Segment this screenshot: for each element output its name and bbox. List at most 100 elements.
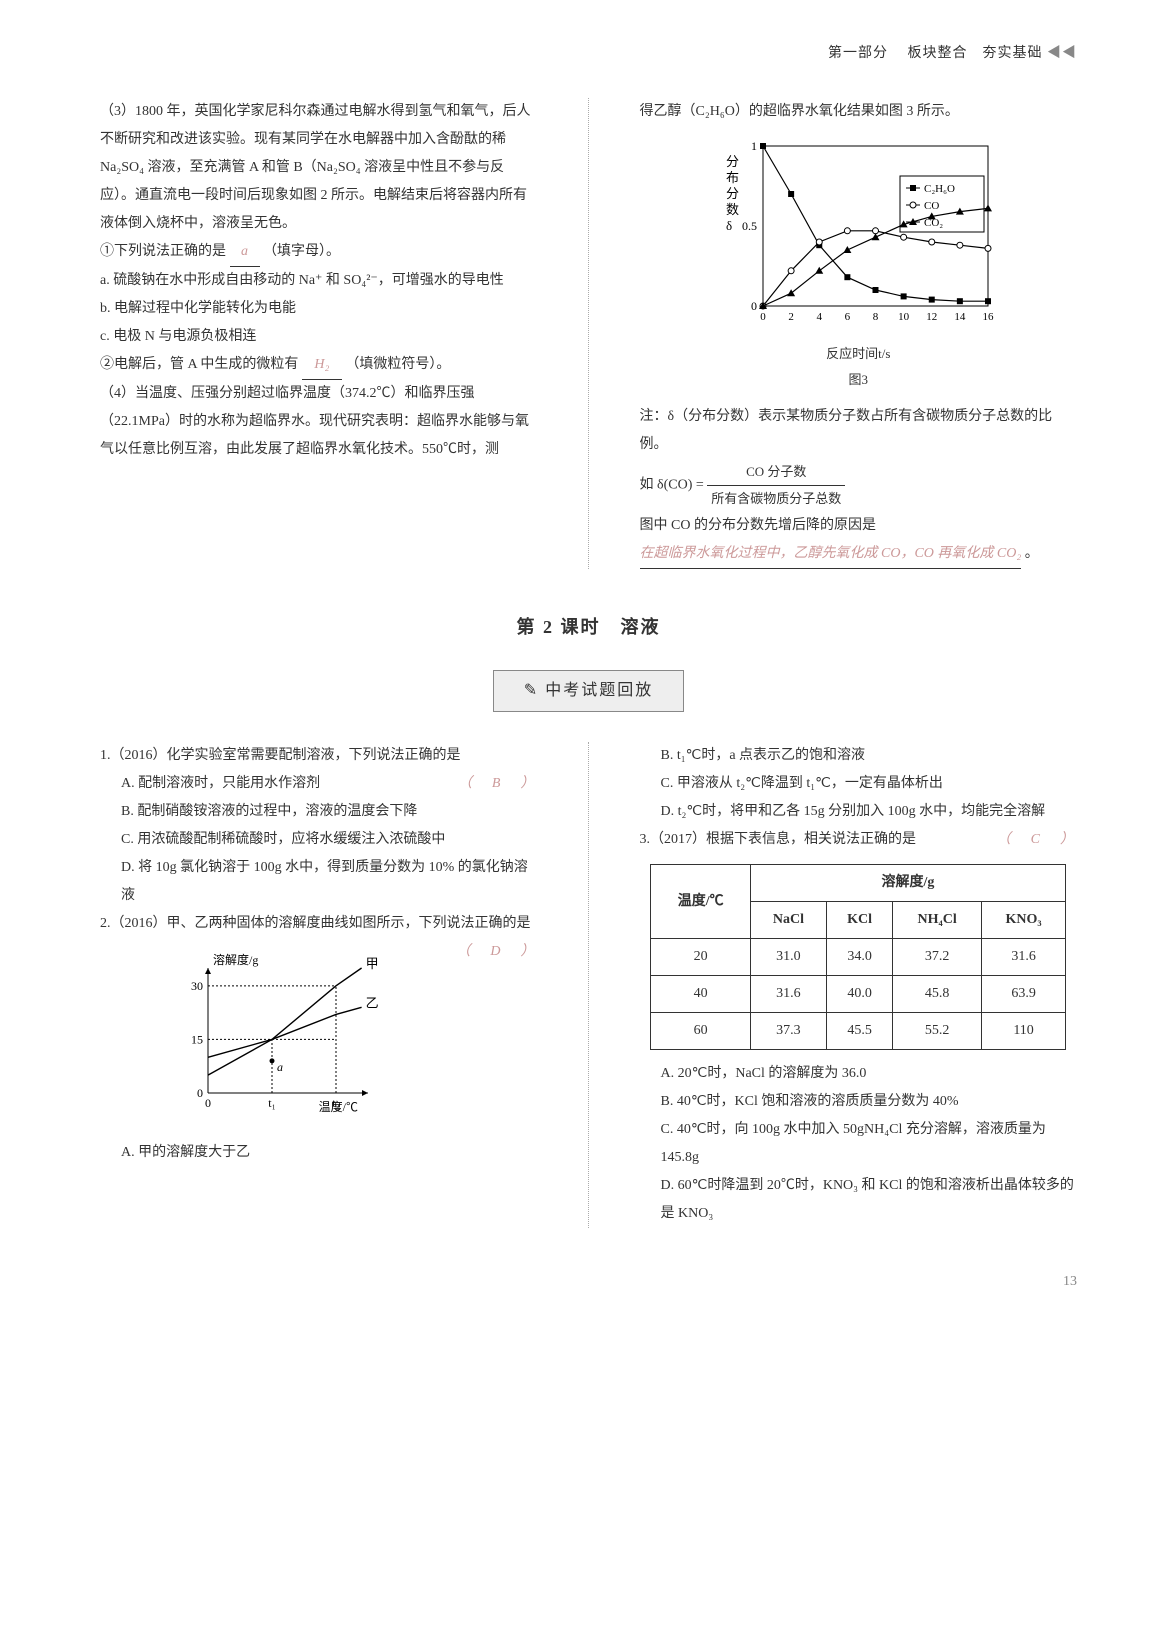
frac-lead: 如 δ(CO) =: [640, 478, 708, 493]
frac-top: CO 分子数: [707, 459, 845, 486]
page-number: 13: [100, 1268, 1077, 1296]
svg-text:t₁: t₁: [268, 1096, 276, 1110]
top-right-col: 得乙醇（C₂H₆O）的超临界水氧化结果如图 3 所示。 分布分数δ00.5102…: [640, 98, 1078, 569]
q1-d: D. 将 10g 氯化钠溶于 100g 水中，得到质量分数为 10% 的氯化钠溶…: [100, 854, 538, 910]
table-row: 2031.034.037.231.6: [651, 939, 1066, 976]
cell-temp: 60: [651, 1013, 750, 1050]
p3-q1-tail: （填字母）。: [263, 244, 340, 259]
svg-text:16: 16: [983, 311, 995, 323]
svg-text:a: a: [277, 1060, 283, 1074]
q2-ans: （ D ）: [456, 938, 537, 966]
table-row: 6037.345.555.2110: [651, 1013, 1066, 1050]
cell-value: 37.3: [750, 1013, 826, 1050]
frac-box: CO 分子数 所有含碳物质分子总数: [707, 459, 845, 512]
column-divider: [588, 98, 590, 569]
svg-text:分: 分: [726, 186, 739, 201]
header-sub: 板块整合 夯实基础: [908, 46, 1043, 61]
svg-text:布: 布: [726, 170, 739, 185]
header-mark: ◀◀: [1047, 46, 1077, 61]
q1-stem-text: 1.（2016）化学实验室常需要配制溶液，下列说法正确的是: [100, 748, 461, 763]
frac-bot: 所有含碳物质分子总数: [707, 486, 845, 512]
q1-c: C. 用浓硫酸配制稀硫酸时，应将水缓缓注入浓硫酸中: [100, 826, 538, 854]
cell-value: 45.8: [893, 976, 982, 1013]
fig3-svg: 分布分数δ00.510246810121416C₂H₆OCOCO₂: [708, 136, 1008, 336]
table-col: KCl: [826, 902, 892, 939]
ribbon-text: 中考试题回放: [545, 682, 653, 699]
q2-stem: 2.（2016）甲、乙两种固体的溶解度曲线如图所示，下列说法正确的是 （ D ）: [100, 910, 538, 938]
delta-frac: 如 δ(CO) = CO 分子数 所有含碳物质分子总数: [640, 459, 1078, 512]
svg-text:数: 数: [726, 202, 739, 217]
top-right-cont: 得乙醇（C₂H₆O）的超临界水氧化结果如图 3 所示。: [640, 98, 1078, 126]
p3-q2-head: ②电解后，管 A 中生成的微粒有: [100, 357, 298, 372]
pencil-icon: ✎: [524, 682, 539, 699]
p3-q2-ans: H₂: [302, 351, 342, 380]
svg-text:溶解度/g: 溶解度/g: [213, 952, 258, 967]
svg-text:CO₂: CO₂: [924, 217, 943, 229]
top-left-col: （3）1800 年，英国化学家尼科尔森通过电解水得到氢气和氧气，后人不断研究和改…: [100, 98, 538, 569]
svg-text:6: 6: [845, 311, 851, 323]
cell-temp: 40: [651, 976, 750, 1013]
svg-text:δ: δ: [726, 218, 732, 233]
q3-stem: 3.（2017）根据下表信息，相关说法正确的是 （ C ）: [640, 826, 1078, 854]
top-block: （3）1800 年，英国化学家尼科尔森通过电解水得到氢气和氧气，后人不断研究和改…: [100, 98, 1077, 569]
cell-value: 40.0: [826, 976, 892, 1013]
cell-value: 63.9: [982, 976, 1066, 1013]
column-divider-2: [588, 742, 590, 1228]
table-col: NaCl: [750, 902, 826, 939]
svg-text:30: 30: [191, 979, 203, 993]
q2-b: B. t₁℃时，a 点表示乙的饱和溶液: [640, 742, 1078, 770]
svg-text:0: 0: [751, 299, 757, 313]
ribbon: ✎ 中考试题回放: [493, 670, 684, 712]
cell-value: 34.0: [826, 939, 892, 976]
svg-text:10: 10: [898, 311, 910, 323]
svg-text:8: 8: [873, 311, 879, 323]
q3-c: C. 40℃时，向 100g 水中加入 50gNH₄Cl 充分溶解，溶液质量为 …: [640, 1116, 1078, 1172]
cell-value: 31.6: [750, 976, 826, 1013]
p3-q1: ①下列说法正确的是 a （填字母）。: [100, 238, 538, 267]
co-q-tail: 。: [1025, 546, 1039, 561]
cell-value: 31.6: [982, 939, 1066, 976]
bottom-right-col: B. t₁℃时，a 点表示乙的饱和溶液 C. 甲溶液从 t₂℃降温到 t₁℃，一…: [640, 742, 1078, 1228]
svg-text:分: 分: [726, 154, 739, 169]
svg-text:4: 4: [817, 311, 823, 323]
q3-a: A. 20℃时，NaCl 的溶解度为 36.0: [640, 1060, 1078, 1088]
cell-value: 37.2: [893, 939, 982, 976]
svg-text:1: 1: [751, 139, 757, 153]
svg-text:C₂H₆O: C₂H₆O: [924, 183, 955, 195]
svg-text:乙: 乙: [366, 995, 379, 1010]
q3-d: D. 60℃时降温到 20℃时，KNO₃ 和 KCl 的饱和溶液析出晶体较多的是…: [640, 1172, 1078, 1228]
q3-table: 温度/℃ 溶解度/g NaClKClNH₄ClKNO₃ 2031.034.037…: [650, 864, 1066, 1050]
bottom-block: 1.（2016）化学实验室常需要配制溶液，下列说法正确的是 （ B ） A. 配…: [100, 742, 1077, 1228]
fig3-xlabel: 反应时间t/s: [640, 341, 1078, 367]
svg-text:0: 0: [197, 1086, 203, 1100]
q2-d: D. t₂℃时，将甲和乙各 15g 分别加入 100g 水中，均能完全溶解: [640, 798, 1078, 826]
opt-b: b. 电解过程中化学能转化为电能: [100, 295, 538, 323]
table-col: KNO₃: [982, 902, 1066, 939]
p3-q1-ans: a: [230, 238, 260, 267]
q2-a: A. 甲的溶解度大于乙: [100, 1139, 538, 1167]
svg-text:2: 2: [789, 311, 795, 323]
svg-text:甲: 甲: [366, 956, 379, 971]
cell-value: 31.0: [750, 939, 826, 976]
header-part: 第一部分: [828, 46, 888, 61]
q1-b: B. 配制硝酸铵溶液的过程中，溶液的温度会下降: [100, 798, 538, 826]
table-row: 4031.640.045.863.9: [651, 976, 1066, 1013]
svg-text:0: 0: [761, 311, 767, 323]
q2-stem-text: 2.（2016）甲、乙两种固体的溶解度曲线如图所示，下列说法正确的是: [100, 916, 531, 931]
bottom-left-col: 1.（2016）化学实验室常需要配制溶液，下列说法正确的是 （ B ） A. 配…: [100, 742, 538, 1228]
table-header-row: 温度/℃ 溶解度/g: [651, 865, 1066, 902]
co-q-head: 图中 CO 的分布分数先增后降的原因是: [640, 518, 876, 533]
q2-chart: 溶解度/g温度/℃015300t₁t₂甲乙a: [100, 948, 538, 1129]
p3-q2: ②电解后，管 A 中生成的微粒有 H₂ （填微粒符号）。: [100, 351, 538, 380]
q3-b: B. 40℃时，KCl 饱和溶液的溶质质量分数为 40%: [640, 1088, 1078, 1116]
svg-text:CO: CO: [924, 200, 939, 212]
q2-c: C. 甲溶液从 t₂℃降温到 t₁℃，一定有晶体析出: [640, 770, 1078, 798]
q1-stem: 1.（2016）化学实验室常需要配制溶液，下列说法正确的是 （ B ）: [100, 742, 538, 770]
th-temp: 温度/℃: [651, 865, 750, 939]
fig3-caption: 图3: [640, 367, 1078, 393]
svg-text:0: 0: [205, 1096, 211, 1110]
q3-ans: （ C ）: [997, 826, 1077, 854]
p3-q1-head: ①下列说法正确的是: [100, 244, 226, 259]
svg-text:12: 12: [927, 311, 938, 323]
svg-text:14: 14: [955, 311, 967, 323]
